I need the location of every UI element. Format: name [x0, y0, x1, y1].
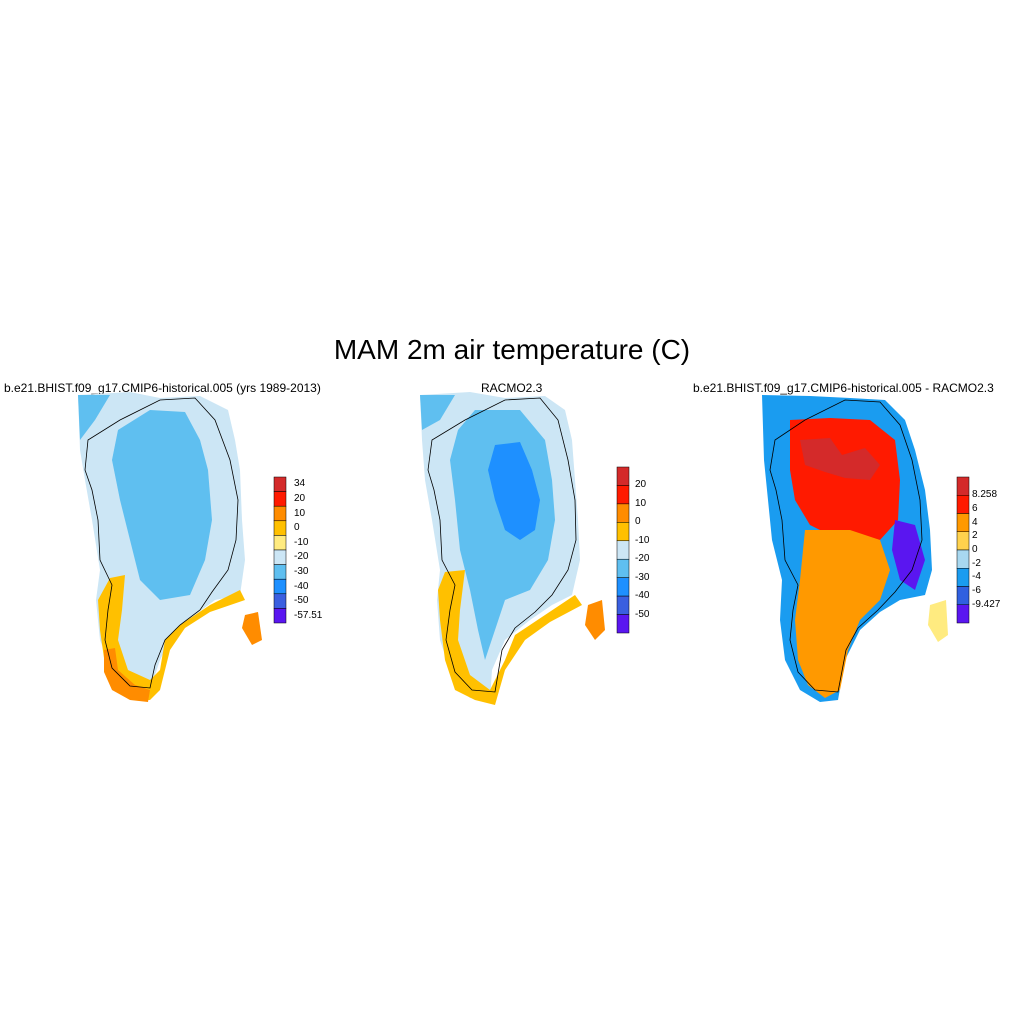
colorbar-swatch: [273, 593, 287, 609]
colorbar-racmo: [616, 466, 630, 634]
colorbar-swatch: [956, 586, 970, 605]
colorbar-swatch: [956, 604, 970, 624]
colorbar-swatch: [273, 549, 287, 565]
colorbar-label: -50: [635, 608, 650, 620]
panel-title-difference: b.e21.BHIST.f09_g17.CMIP6-historical.005…: [693, 381, 994, 395]
colorbar-label: -2: [972, 557, 981, 569]
colorbar-label: -9.427: [972, 598, 1001, 610]
map-panel-racmo: [420, 392, 605, 705]
greenland-fill-interior: [112, 410, 212, 600]
colorbar-label: -10: [294, 536, 309, 548]
north-coast-fill: [420, 395, 455, 430]
figure-title: MAM 2m air temperature (C): [333, 334, 691, 365]
colorbar-label: -40: [294, 580, 309, 592]
panel-title-racmo: RACMO2.3: [481, 381, 543, 395]
colorbar-label: 10: [635, 497, 647, 509]
colorbar-label: -10: [635, 534, 650, 546]
colorbar-label: 10: [294, 507, 306, 519]
panel-title-model: b.e21.BHIST.f09_g17.CMIP6-historical.005…: [4, 381, 321, 395]
colorbar-label: 0: [972, 544, 978, 555]
colorbar-label: -6: [972, 585, 981, 597]
colorbar-swatch: [616, 558, 630, 578]
colorbar-label: 0: [294, 522, 300, 534]
colorbar-swatch: [273, 578, 287, 595]
map-panel-difference: [762, 395, 948, 702]
colorbar-swatch: [616, 595, 630, 615]
colorbar-label: -57.51: [294, 609, 323, 621]
colorbar-swatch: [956, 568, 970, 587]
east-island-fill: [585, 600, 605, 640]
east-island-fill: [242, 612, 262, 645]
colorbar-swatch: [616, 540, 630, 560]
east-coast-cool: [892, 520, 925, 590]
colorbar-label: 8.258: [972, 489, 998, 501]
colorbar-swatch: [273, 520, 287, 536]
colorbar-swatch: [616, 522, 630, 542]
colorbar-swatch: [956, 531, 970, 551]
colorbar-label: -30: [294, 565, 309, 577]
south-coast-warm: [438, 570, 582, 705]
colorbar-difference: [956, 476, 970, 624]
colorbar-label: -4: [972, 571, 981, 583]
colorbar-swatch: [616, 503, 630, 523]
coastline: [769, 399, 923, 693]
east-island-fill: [928, 600, 948, 642]
colorbar-swatch: [273, 608, 287, 624]
colorbar-swatch: [616, 485, 630, 505]
colorbar-label: -20: [635, 553, 650, 565]
colorbar-swatch: [616, 577, 630, 597]
colorbar-swatch: [956, 495, 970, 514]
colorbar-swatch: [273, 564, 287, 580]
colorbar-swatch: [956, 513, 970, 532]
colorbar-model: [273, 476, 287, 624]
map-panel-model: [78, 392, 262, 702]
colorbar-label: 4: [972, 516, 978, 528]
colorbar-swatch: [956, 549, 970, 569]
colorbar-swatch: [956, 476, 970, 496]
colorbar-label: 34: [294, 478, 306, 490]
greenland-fill-core: [488, 442, 540, 540]
colorbar-label: -50: [294, 595, 309, 607]
north-coast-fill: [78, 395, 110, 440]
colorbar-label: -20: [294, 551, 309, 563]
colorbar-swatch: [273, 491, 287, 507]
colorbar-label: 20: [294, 492, 306, 504]
colorbar-label: -30: [635, 571, 650, 583]
colorbar-label: 20: [635, 479, 647, 491]
greenland-fill-core: [800, 438, 880, 480]
coastline: [427, 397, 577, 693]
colorbar-label: 2: [972, 530, 978, 542]
colorbar-swatch: [273, 476, 287, 492]
colorbar-swatch: [616, 614, 630, 634]
colorbar-swatch: [616, 466, 630, 486]
greenland-fill-south: [795, 530, 890, 698]
colorbar-label: 0: [635, 516, 641, 528]
south-coast-orange: [104, 648, 150, 702]
colorbar-swatch: [273, 505, 287, 522]
colorbar-label: 6: [972, 502, 978, 514]
south-coast-warm: [98, 575, 245, 700]
colorbar-swatch: [273, 535, 287, 551]
coastline: [84, 397, 239, 689]
colorbar-label: -40: [635, 590, 650, 602]
